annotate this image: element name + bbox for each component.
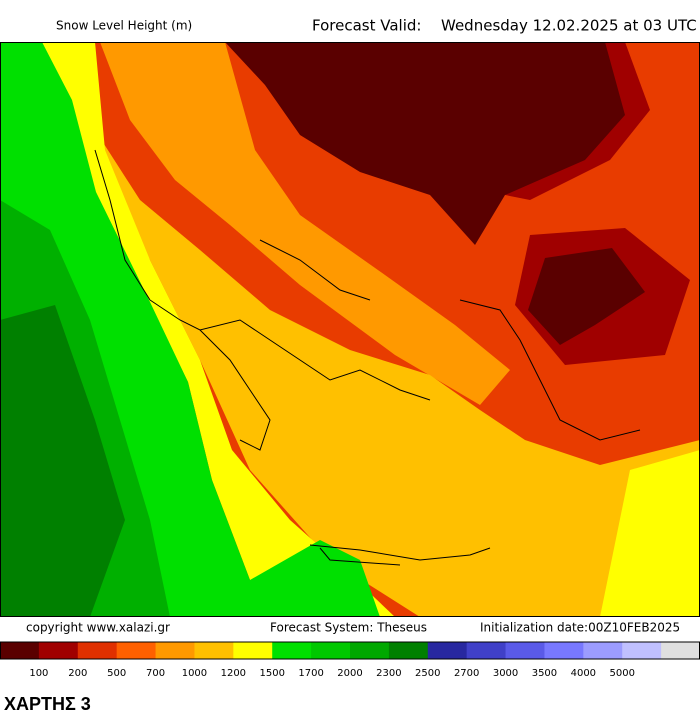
legend-swatch <box>505 642 545 659</box>
legend-label: 500 <box>107 668 126 679</box>
legend-label: 2300 <box>376 668 401 679</box>
legend-swatch <box>155 642 195 659</box>
field-zone <box>225 42 625 245</box>
legend-label: 100 <box>29 668 48 679</box>
legend-label: 1500 <box>259 668 284 679</box>
legend-swatch <box>544 642 584 659</box>
coastline <box>459 299 641 441</box>
legend-label: 2700 <box>454 668 479 679</box>
legend-swatch <box>0 642 40 659</box>
legend-swatch <box>233 642 273 659</box>
legend-swatch <box>466 642 507 659</box>
legend-swatch <box>583 642 623 659</box>
legend-label: 700 <box>146 668 165 679</box>
legend-label: 5000 <box>609 668 634 679</box>
legend-swatch <box>38 642 79 659</box>
legend: 100 200 500 700 1000 1200 1500 1700 2000 2300 2500… <box>0 641 700 679</box>
legend-swatch <box>116 642 157 659</box>
field-zone <box>528 248 645 345</box>
field-zone <box>95 130 700 617</box>
legend-swatch <box>388 642 429 659</box>
legend-swatch <box>194 642 234 659</box>
legend-label: 2500 <box>415 668 440 679</box>
copyright: copyright www.xalazi.gr <box>26 621 170 635</box>
field-zone <box>600 450 700 617</box>
legend-label: 4000 <box>571 668 596 679</box>
coastline <box>309 544 491 566</box>
legend-swatch <box>272 642 312 659</box>
legend-label: 1700 <box>298 668 323 679</box>
caption: ΧΑΡΤΗΣ 3 <box>4 694 91 714</box>
legend-label: 3000 <box>493 668 518 679</box>
forecast-system: Forecast System: Theseus <box>270 621 427 635</box>
coastline <box>149 299 431 451</box>
legend-label: 1200 <box>221 668 246 679</box>
map <box>0 42 700 617</box>
legend-swatch <box>661 642 700 659</box>
legend-swatch <box>350 642 390 659</box>
legend-swatch <box>311 642 351 659</box>
legend-swatch <box>622 642 662 659</box>
legend-label: 3500 <box>532 668 557 679</box>
valid-label: Forecast Valid: <box>312 17 421 35</box>
field-zone <box>0 305 125 617</box>
legend-label: 1000 <box>182 668 207 679</box>
legend-label: 200 <box>68 668 87 679</box>
field-zone <box>40 42 395 617</box>
map-title: Snow Level Height (m) <box>56 19 192 33</box>
legend-swatch <box>427 642 468 659</box>
field-zone <box>100 42 510 405</box>
coastline <box>94 149 371 301</box>
init-date: Initialization date:00Z10FEB2025 <box>480 621 680 635</box>
legend-label: 2000 <box>337 668 362 679</box>
legend-swatch <box>77 642 118 659</box>
valid-time: Wednesday 12.02.2025 at 03 UTC <box>441 17 697 35</box>
